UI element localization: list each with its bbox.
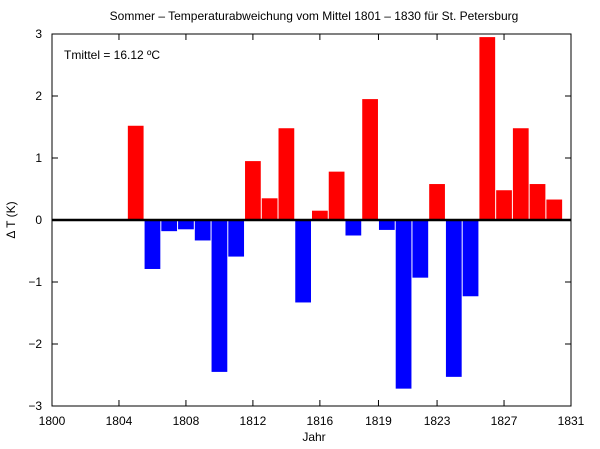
bar-1807 [161, 220, 178, 232]
x-tick-label: 1816 [307, 414, 334, 428]
chart-title: Sommer – Temperaturabweichung vom Mittel… [110, 9, 519, 23]
bar-1817 [328, 171, 345, 220]
bar-1827 [496, 190, 512, 220]
axis-ticks [51, 33, 572, 407]
bar-1815 [295, 220, 311, 303]
x-axis-label: Jahr [302, 430, 325, 444]
x-tick-label: 1808 [173, 414, 200, 428]
bar-1820 [378, 220, 395, 230]
bar-1809 [194, 220, 211, 241]
bar-1806 [144, 220, 161, 269]
bar-1823 [429, 184, 445, 220]
y-tick-label: 2 [35, 89, 42, 103]
mean-temperature-annotation: Tmittel = 16.12 ºC [64, 48, 160, 62]
bar-1830 [546, 199, 563, 220]
y-tick-label: −1 [28, 275, 42, 289]
y-axis-label: Δ T (K) [4, 201, 18, 238]
bar-1825 [462, 220, 479, 297]
bar-1822 [412, 220, 429, 278]
bar-1811 [228, 220, 245, 257]
bars [127, 37, 563, 389]
bar-1814 [278, 128, 295, 220]
bar-1810 [211, 220, 228, 372]
bar-1816 [312, 210, 328, 220]
bar-1805 [127, 125, 144, 220]
x-tick-label: 1812 [240, 414, 267, 428]
bar-1829 [529, 184, 546, 220]
x-tick-label: 1804 [106, 414, 133, 428]
bar-1812 [245, 161, 261, 220]
bar-1813 [261, 198, 278, 220]
y-tick-label: 1 [35, 151, 42, 165]
x-tick-label: 1827 [491, 414, 518, 428]
y-tick-label: −2 [28, 337, 42, 351]
bar-1821 [395, 220, 412, 389]
bar-1818 [345, 220, 362, 236]
y-tick-label: 0 [35, 213, 42, 227]
bar-1808 [178, 220, 194, 230]
y-tick-label: −3 [28, 399, 42, 413]
bar-1826 [479, 37, 496, 220]
bar-1824 [445, 220, 462, 377]
x-tick-label: 1800 [39, 414, 66, 428]
x-tick-label: 1819 [365, 414, 392, 428]
bar-1819 [362, 99, 378, 220]
x-tick-label: 1831 [558, 414, 585, 428]
x-tick-label: 1823 [424, 414, 451, 428]
y-tick-label: 3 [35, 27, 42, 41]
bar-1828 [512, 128, 529, 220]
